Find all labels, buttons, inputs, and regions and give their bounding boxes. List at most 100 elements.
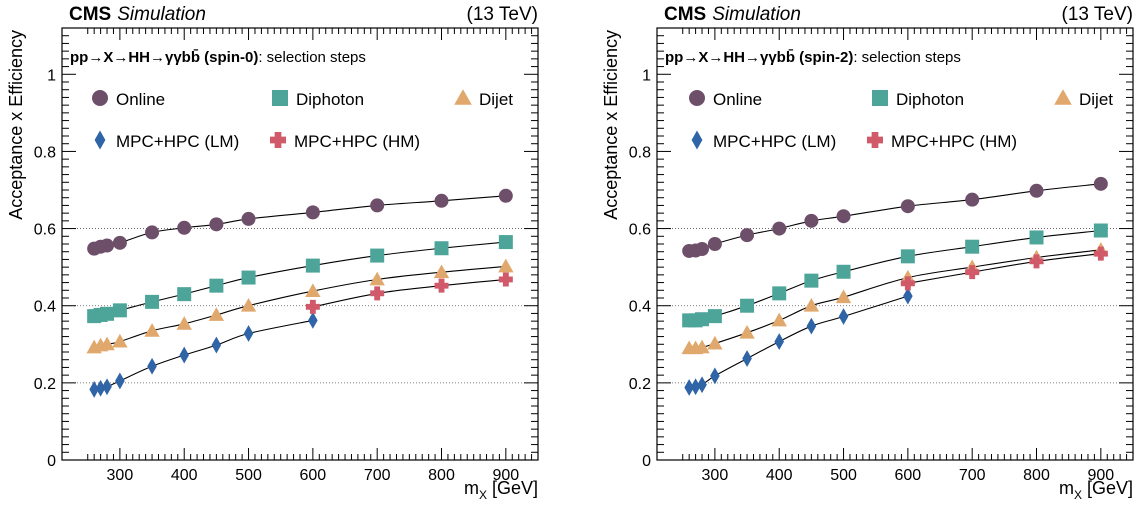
- x-tick-label: 800: [1023, 467, 1050, 484]
- x-axis-label-main: m: [464, 478, 479, 498]
- data-point: [112, 235, 127, 250]
- data-point: [690, 378, 701, 396]
- legend-item: Diphoton: [272, 90, 364, 109]
- data-point: [695, 312, 710, 327]
- data-point: [697, 376, 707, 394]
- x-axis-label-sub: X: [479, 488, 487, 502]
- x-axis-label-sub: X: [1074, 488, 1082, 502]
- data-point: [177, 287, 192, 302]
- legend-marker-cross-icon: [270, 132, 286, 148]
- data-point: [694, 339, 710, 354]
- data-point: [900, 249, 915, 264]
- data-point: [305, 205, 320, 220]
- data-point: [803, 298, 820, 312]
- legend-item: Online: [92, 90, 165, 109]
- data-point: [903, 287, 913, 305]
- legend-marker-circle-icon: [92, 90, 108, 106]
- x-tick-label: 900: [1087, 467, 1114, 484]
- legend-item: Diphoton: [872, 90, 964, 109]
- data-point: [434, 241, 449, 256]
- x-tick-label: 800: [428, 467, 455, 484]
- data-point: [900, 199, 915, 214]
- y-tick-label: 0.2: [34, 376, 56, 393]
- data-point: [1093, 246, 1108, 261]
- data-point: [1029, 230, 1044, 245]
- data-point: [241, 211, 256, 226]
- y-tick-label: 1: [642, 67, 651, 84]
- x-axis-label: mX [GeV]: [464, 478, 538, 502]
- process-tail: : selection steps: [258, 49, 366, 66]
- fit-curve-diamond: [94, 319, 314, 390]
- data-point: [835, 289, 852, 304]
- legend-marker-triangle-icon: [454, 89, 472, 105]
- data-point: [498, 272, 513, 287]
- data-point: [1029, 254, 1044, 269]
- data-point: [1029, 183, 1044, 198]
- data-point: [740, 228, 755, 243]
- data-point: [695, 242, 710, 257]
- data-point: [836, 264, 851, 279]
- data-point: [1093, 223, 1108, 238]
- y-tick-label: 0: [47, 453, 56, 470]
- legend-label: Online: [713, 90, 762, 109]
- data-point: [1093, 176, 1108, 191]
- fit-curve-diamond: [689, 295, 909, 389]
- legend-label: MPC+HPC (LM): [713, 132, 836, 151]
- data-point: [369, 271, 385, 286]
- data-point: [115, 372, 125, 390]
- process-name: pp→X→HH→γγbb̄ (spin-2): [665, 48, 853, 66]
- legend-item: MPC+HPC (LM): [94, 130, 239, 151]
- panel-spin-0: 300 400 500 600 700 800 900 0 0.2 0.4 0.6 0.8 1 CMS Si…: [6, 4, 539, 502]
- data-point: [305, 258, 320, 273]
- series-cross: [900, 246, 1108, 291]
- experiment-label: CMS: [69, 4, 111, 25]
- process-label: pp→X→HH→γγbb̄ (spin-2): selection steps: [665, 48, 961, 66]
- x-axis-label-main: m: [1059, 478, 1074, 498]
- x-tick-label: 400: [766, 467, 793, 484]
- y-tick-label: 0.2: [629, 376, 651, 393]
- x-axis-label: mX [GeV]: [1059, 478, 1133, 502]
- legend-marker-diamond-icon: [691, 130, 703, 150]
- data-point: [370, 286, 385, 301]
- data-point: [434, 278, 449, 293]
- cms-header: CMS Simulation: [69, 4, 206, 25]
- series-diamond: [684, 287, 913, 396]
- data-point: [209, 278, 224, 293]
- data-point: [100, 306, 115, 321]
- data-point: [240, 298, 257, 312]
- series-triangle: [681, 242, 1109, 355]
- data-point: [739, 325, 755, 339]
- data-point: [965, 265, 980, 280]
- y-axis-label: Acceptance x Efficiency: [6, 30, 26, 220]
- process-name: pp→X→HH→γγbb̄ (spin-0): [70, 48, 258, 66]
- data-point: [434, 193, 449, 208]
- series-triangle: [86, 258, 514, 354]
- legend-marker-diamond-icon: [94, 130, 106, 150]
- legend-item: Dijet: [1054, 89, 1113, 109]
- fit-curve-cross: [312, 278, 506, 308]
- legend: Online Diphoton Dijet MPC+HPC (LM) MPC+HPC (…: [92, 89, 513, 151]
- data-point: [308, 311, 318, 329]
- data-point: [305, 283, 321, 298]
- legend-marker-triangle-icon: [1054, 89, 1072, 105]
- data-point: [804, 213, 819, 228]
- data-point: [900, 276, 915, 291]
- legend: Online Diphoton Dijet MPC+HPC (LM) MPC+HPC (…: [689, 89, 1113, 151]
- data-point: [772, 286, 787, 301]
- x-tick-label: 600: [300, 467, 327, 484]
- legend-label: MPC+HPC (HM): [294, 132, 420, 151]
- x-tick-label: 700: [364, 467, 391, 484]
- legend-label: Diphoton: [896, 90, 964, 109]
- data-point: [771, 312, 787, 327]
- legend-item: MPC+HPC (HM): [270, 132, 420, 151]
- legend-item: Online: [689, 90, 762, 109]
- data-point: [684, 379, 694, 396]
- data-point: [433, 264, 450, 279]
- data-point: [209, 217, 224, 232]
- status-label: Simulation: [117, 4, 206, 25]
- legend-label: MPC+HPC (HM): [891, 132, 1017, 151]
- data-point: [112, 333, 128, 348]
- energy-label: (13 TeV): [467, 4, 538, 25]
- cms-header: CMS Simulation: [664, 4, 801, 25]
